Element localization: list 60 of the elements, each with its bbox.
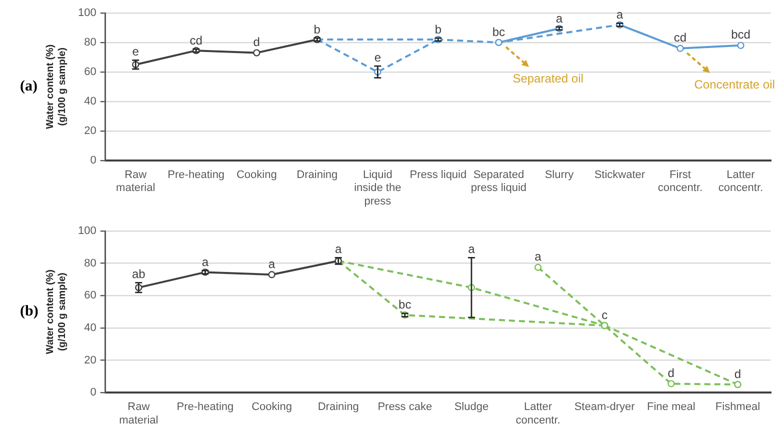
data-label: e	[132, 44, 140, 58]
annotation: Concentrate oil	[694, 77, 775, 92]
data-label: a	[468, 242, 476, 256]
data-label: bc	[492, 24, 506, 39]
x-tick-label: Pre-heating	[176, 401, 234, 414]
x-tick-label: Latter concentr.	[516, 401, 560, 426]
data-label: a	[534, 250, 542, 264]
y-tick-label: 100	[78, 7, 96, 20]
x-tick-label: Draining	[318, 401, 359, 414]
data-label: c	[602, 308, 608, 322]
x-tick-label: Sludge	[454, 401, 489, 414]
y-axis-title: Water content (%) (g/100 g sample)	[44, 44, 68, 130]
x-tick-label: Slurry	[544, 169, 574, 182]
data-label: b	[434, 22, 442, 36]
data-label: b	[314, 22, 321, 36]
y-axis-title: Water content (%) (g/100 g sample)	[44, 269, 68, 354]
x-tick-label: Cooking	[236, 169, 277, 182]
y-tick-label: 40	[84, 322, 96, 334]
y-tick-label: 0	[90, 154, 96, 166]
data-label: bcd	[731, 28, 750, 42]
data-label: a	[202, 254, 209, 269]
y-tick-label: 60	[84, 66, 96, 78]
y-tick-label: 80	[84, 257, 96, 270]
x-tick-label: Stickwater	[594, 169, 646, 182]
text: (a)	[20, 78, 38, 95]
x-tick-label: Cooking	[252, 401, 292, 414]
data-label: a	[616, 8, 624, 22]
y-tick-label: 60	[84, 290, 96, 302]
data-label: a	[556, 11, 563, 26]
y-tick-label: 20	[84, 124, 96, 137]
x-tick-label: Steam-dryer	[574, 401, 636, 414]
data-label: d	[253, 35, 260, 50]
x-tick-label: Press cake	[378, 401, 432, 414]
y-tick-label: 80	[84, 36, 96, 49]
data-label: a	[268, 256, 276, 271]
x-tick-label: Raw material	[116, 169, 156, 194]
x-tick-label: Liquid inside the press	[354, 169, 402, 208]
x-tick-label: Press liquid	[410, 169, 467, 182]
y-tick-label: 40	[84, 95, 96, 108]
x-tick-label: Pre-heating	[168, 169, 225, 182]
x-tick-label: First concentr.	[658, 169, 703, 194]
data-label: a	[334, 242, 342, 256]
annotation: Separated oil	[512, 71, 584, 86]
data-label: ab	[132, 267, 146, 282]
y-tick-label: 20	[84, 354, 96, 366]
y-tick-label: 100	[78, 225, 96, 238]
x-tick-label: Separated press liquid	[470, 169, 527, 194]
x-tick-label: Latter concentr.	[718, 169, 764, 194]
text: (b)	[20, 304, 38, 320]
data-label: e	[374, 50, 382, 64]
data-label: d	[668, 366, 674, 380]
data-label: cd	[190, 33, 202, 48]
x-tick-label: Draining	[296, 169, 338, 182]
x-tick-label: Fishmeal	[715, 401, 760, 414]
x-tick-label: Raw material	[119, 401, 158, 426]
y-tick-label: 0	[90, 386, 96, 399]
x-tick-label: Fine meal	[647, 401, 696, 414]
data-label: cd	[674, 30, 687, 45]
data-label: d	[734, 366, 742, 381]
data-label: bc	[398, 298, 412, 312]
